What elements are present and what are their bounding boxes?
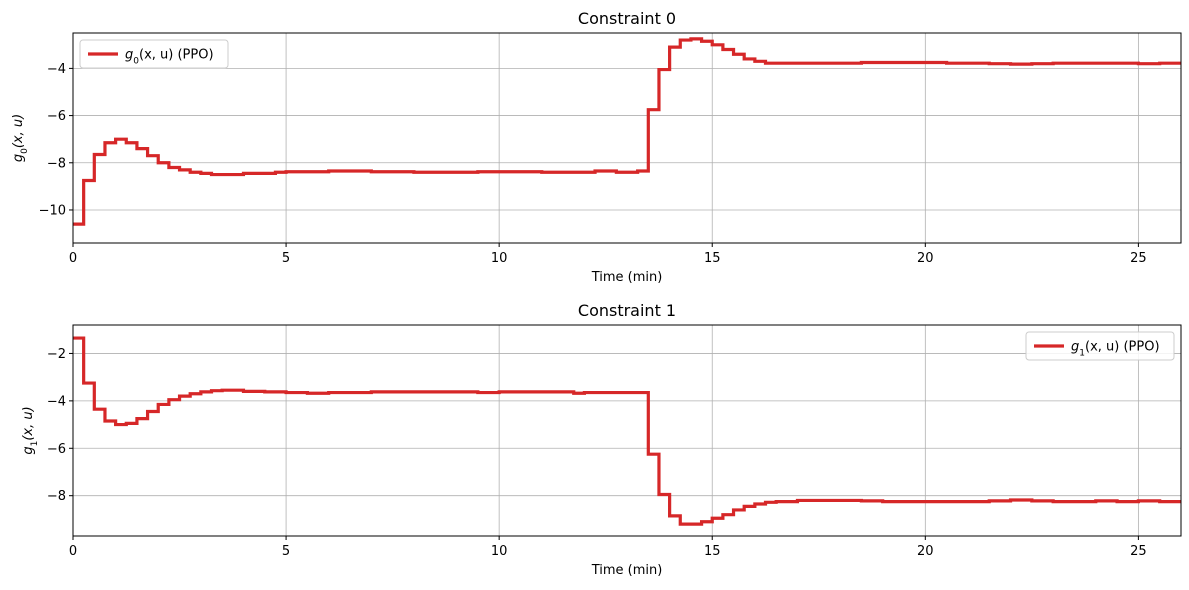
x-axis-label: Time (min) — [591, 563, 663, 578]
x-tick-label: 5 — [282, 544, 290, 559]
x-tick-label: 0 — [69, 251, 77, 266]
x-tick-label: 5 — [282, 251, 290, 266]
y-tick-label: −10 — [39, 203, 66, 218]
series-line-0 — [73, 336, 1181, 526]
legend-label: g1(x, u) (PPO) — [1071, 340, 1160, 359]
legend: g0(x, u) (PPO) — [79, 39, 229, 69]
legend-box — [1025, 331, 1175, 361]
y-tick-label: −4 — [47, 394, 66, 409]
y-tick-label: −2 — [47, 347, 66, 362]
x-tick-label: 20 — [917, 251, 934, 266]
x-tick-label: 10 — [491, 544, 508, 559]
legend-label: g0(x, u) (PPO) — [125, 48, 214, 67]
x-tick-label: 10 — [491, 251, 508, 266]
y-tick-label: −6 — [47, 442, 66, 457]
legend-box — [79, 39, 229, 69]
chart-panel-0: 0 5 10 15 20 25 −10 −8 −6 −4 Constraint 0 Time (min… — [11, 9, 1182, 285]
series-line-0 — [73, 37, 1181, 226]
x-tick-label: 20 — [917, 544, 934, 559]
y-tick-label: −4 — [47, 62, 66, 77]
y-axis-label: g0(x, u) — [11, 114, 30, 162]
x-tick-label: 25 — [1130, 251, 1147, 266]
chart-title: Constraint 0 — [578, 9, 676, 28]
y-tick-label: −6 — [47, 109, 66, 124]
x-axis-label: Time (min) — [591, 270, 663, 285]
y-tick-label: −8 — [47, 489, 66, 504]
chart-panel-1: 0 5 10 15 20 25 −8 −6 −4 −2 Constraint 1 Time (min)… — [21, 301, 1182, 578]
y-axis-label: g1(x, u) — [21, 406, 40, 454]
y-tick-label: −8 — [47, 156, 66, 171]
x-tick-label: 15 — [704, 544, 721, 559]
axes-frame — [72, 324, 1182, 537]
axes-frame — [72, 32, 1182, 244]
x-tick-label: 0 — [69, 544, 77, 559]
legend: g1(x, u) (PPO) — [1025, 331, 1175, 361]
x-tick-label: 15 — [704, 251, 721, 266]
x-tick-label: 25 — [1130, 544, 1147, 559]
chart-title: Constraint 1 — [578, 301, 676, 320]
